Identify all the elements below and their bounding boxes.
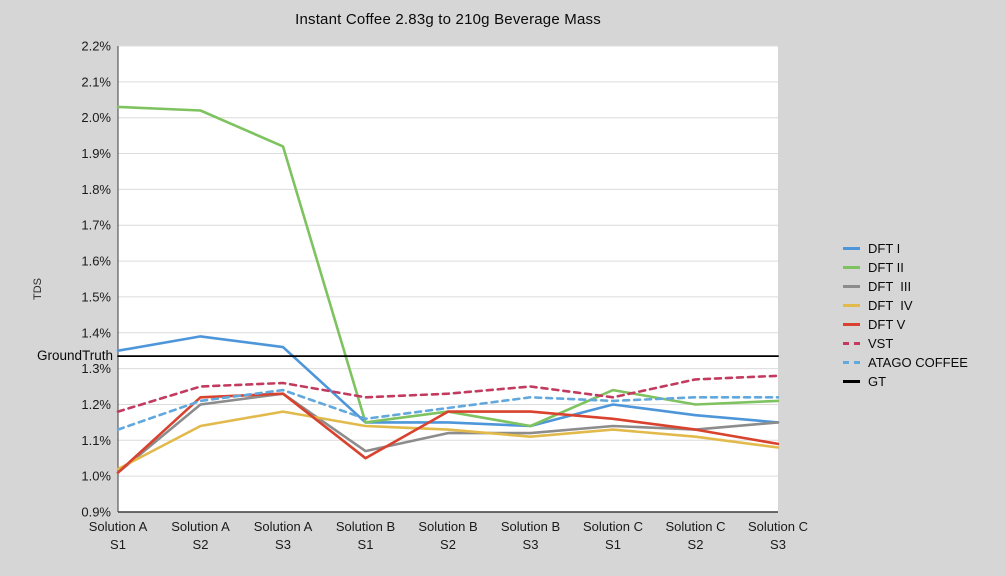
y-tick-label: 2.1%	[81, 74, 111, 89]
x-tick-label-group: Solution C	[583, 519, 643, 534]
y-tick-label: 1.8%	[81, 182, 111, 197]
legend-item-dft-iii: DFT III	[843, 279, 968, 294]
series-dft-i	[116, 335, 780, 428]
x-tick-label-sample: S2	[688, 537, 704, 552]
x-tick-label-group: Solution B	[418, 519, 477, 534]
legend-label-dft-i: DFT I	[868, 241, 901, 256]
x-tick-label-group: Solution C	[666, 519, 726, 534]
legend-item-dft-ii: DFT II	[843, 260, 968, 275]
legend-label-atago-coffee: ATAGO COFFEE	[868, 355, 968, 370]
y-tick-label: 1.5%	[81, 289, 111, 304]
legend-marker-vst	[843, 342, 860, 345]
legend-marker-atago-coffee	[843, 361, 860, 364]
y-tick-label: 1.9%	[81, 146, 111, 161]
x-tick-label-group: Solution B	[336, 519, 395, 534]
legend-marker-dft-v	[843, 323, 860, 326]
legend-item-dft-i: DFT I	[843, 241, 968, 256]
x-tick-label-sample: S3	[523, 537, 539, 552]
chart-title: Instant Coffee 2.83g to 210g Beverage Ma…	[295, 11, 601, 28]
y-tick-label: 1.3%	[81, 361, 111, 376]
plot-area	[118, 46, 778, 512]
series-vst	[116, 374, 780, 413]
legend-marker-dft-iii	[843, 285, 860, 288]
y-tick-label: 1.1%	[81, 433, 111, 448]
y-tick-label: 1.7%	[81, 218, 111, 233]
legend-label-gt: GT	[868, 374, 887, 389]
legend-item-dft-v: DFT V	[843, 317, 968, 332]
legend-item-gt: GT	[843, 374, 968, 389]
legend-marker-dft-i	[843, 247, 860, 250]
y-axis-label: TDS	[32, 278, 44, 300]
y-tick-label: 2.2%	[81, 39, 111, 54]
x-tick-label-group: Solution C	[748, 519, 808, 534]
y-tick-label: 0.9%	[81, 505, 111, 520]
legend-marker-dft-ii	[843, 266, 860, 269]
legend-item-dft-iv: DFT IV	[843, 298, 968, 313]
y-tick-label: 1.4%	[81, 325, 111, 340]
series-dft-iii	[116, 392, 780, 474]
y-tick-label: 2.0%	[81, 110, 111, 125]
x-tick-label-sample: S1	[358, 537, 374, 552]
x-tick-label-sample: S3	[770, 537, 786, 552]
series-atago-coffee	[116, 388, 780, 431]
ground-truth-label: GroundTruth	[36, 348, 113, 363]
legend-label-vst: VST	[868, 336, 894, 351]
series-dft-iv	[116, 410, 780, 471]
legend-item-atago-coffee: ATAGO COFFEE	[843, 355, 968, 370]
x-tick-label-sample: S2	[440, 537, 456, 552]
x-tick-label-group: Solution A	[254, 519, 313, 534]
x-tick-label-group: Solution A	[171, 519, 230, 534]
x-tick-label-sample: S1	[605, 537, 621, 552]
legend-label-dft-iv: DFT IV	[868, 298, 913, 313]
y-tick-label: 1.0%	[81, 469, 111, 484]
y-tick-label: 1.6%	[81, 254, 111, 269]
x-tick-label-sample: S3	[275, 537, 291, 552]
legend-marker-dft-iv	[843, 304, 860, 307]
legend-label-dft-v: DFT V	[868, 317, 906, 332]
legend-label-dft-iii: DFT III	[868, 279, 912, 294]
legend-marker-gt	[843, 380, 860, 383]
x-tick-label-sample: S2	[193, 537, 209, 552]
x-tick-label-sample: S1	[110, 537, 126, 552]
chart-legend: DFT I DFT II DFT III DFT IV DFT V VST ATAGO CO…	[843, 241, 968, 389]
legend-label-dft-ii: DFT II	[868, 260, 904, 275]
y-tick-label: 1.2%	[81, 397, 111, 412]
x-tick-label-group: Solution A	[89, 519, 148, 534]
legend-item-vst: VST	[843, 336, 968, 351]
x-tick-label-group: Solution B	[501, 519, 560, 534]
